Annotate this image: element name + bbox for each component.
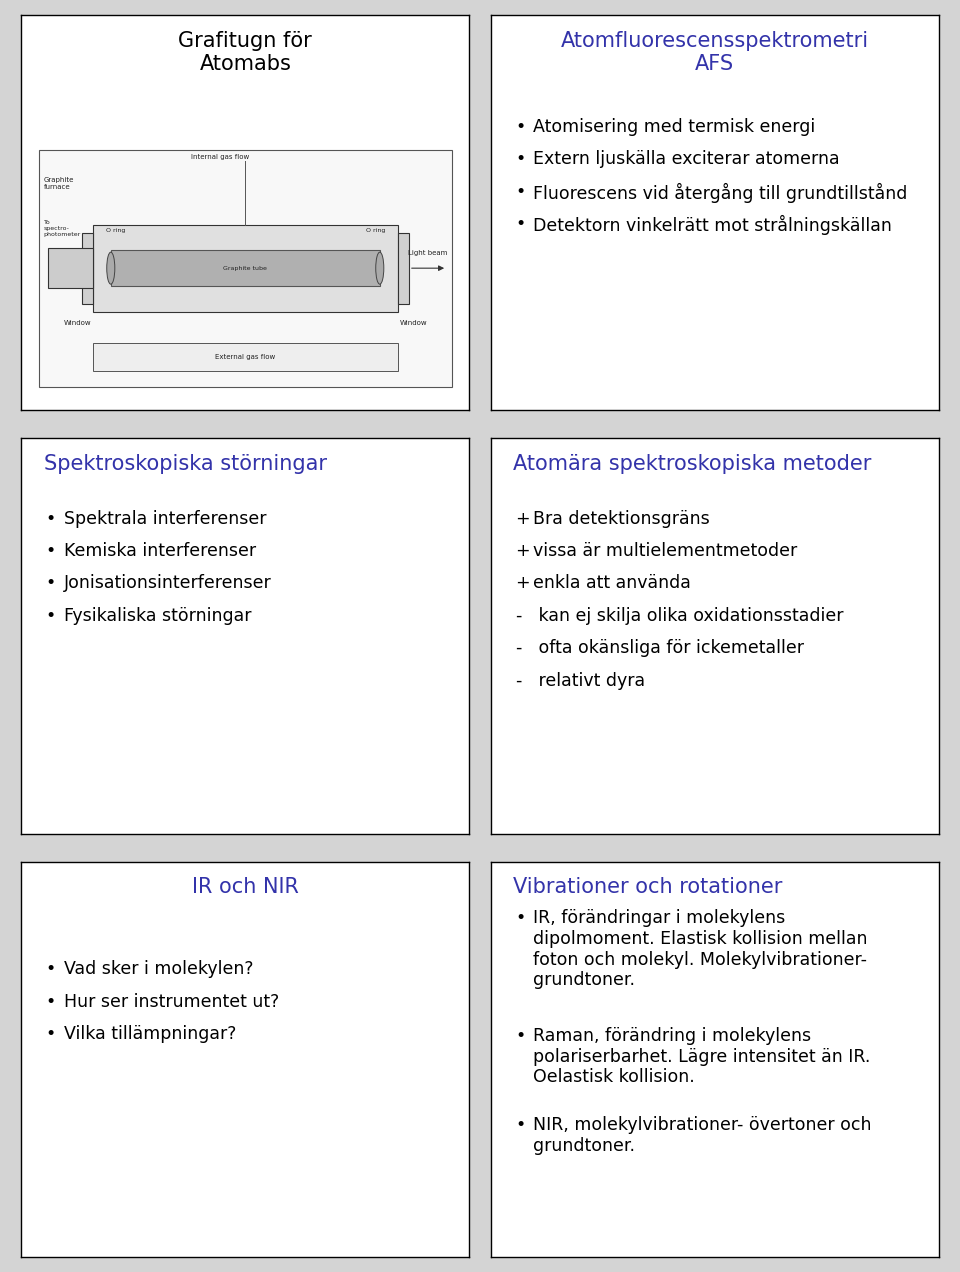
Text: •: •: [46, 960, 56, 978]
Text: +: +: [516, 510, 530, 528]
Text: Jonisationsinterferenser: Jonisationsinterferenser: [63, 575, 272, 593]
Text: Fluorescens vid återgång till grundtillstånd: Fluorescens vid återgång till grundtills…: [533, 183, 907, 204]
Bar: [397, 233, 409, 304]
Ellipse shape: [107, 252, 115, 284]
Text: Vad sker i molekylen?: Vad sker i molekylen?: [63, 960, 253, 978]
Text: Light beam: Light beam: [408, 251, 447, 257]
Text: •: •: [46, 575, 56, 593]
Text: Bra detektionsgräns: Bra detektionsgräns: [533, 510, 709, 528]
Text: •: •: [516, 909, 525, 927]
Text: Atomfluorescensspektrometri
AFS: Atomfluorescensspektrometri AFS: [561, 31, 869, 74]
Text: Spektroskopiska störningar: Spektroskopiska störningar: [43, 454, 326, 474]
Bar: [82, 233, 93, 304]
Text: IR och NIR: IR och NIR: [192, 878, 299, 897]
Text: relativt dyra: relativt dyra: [533, 672, 645, 689]
Text: Raman, förändring i molekylens
polariserbarhet. Lägre intensitet än IR.
Oelastis: Raman, förändring i molekylens polariser…: [533, 1027, 871, 1086]
Text: -: -: [516, 672, 521, 689]
Text: •: •: [46, 510, 56, 528]
Text: •: •: [516, 1116, 525, 1135]
Text: External gas flow: External gas flow: [215, 354, 276, 360]
Text: O ring: O ring: [106, 228, 125, 233]
Text: Grafitugn för
Atomabs: Grafitugn för Atomabs: [179, 31, 312, 74]
Text: Graphite
furnace: Graphite furnace: [43, 177, 74, 191]
Text: •: •: [516, 183, 525, 201]
Text: Vibrationer och rotationer: Vibrationer och rotationer: [513, 878, 782, 897]
Text: Vilka tillämpningar?: Vilka tillämpningar?: [63, 1025, 236, 1043]
Text: Fysikaliska störningar: Fysikaliska störningar: [63, 607, 252, 625]
Text: Internal gas flow: Internal gas flow: [191, 154, 250, 159]
Ellipse shape: [375, 252, 384, 284]
Text: +: +: [516, 542, 530, 560]
Text: •: •: [46, 1025, 56, 1043]
Text: •: •: [46, 992, 56, 1011]
Text: Window: Window: [63, 319, 91, 326]
Text: +: +: [516, 575, 530, 593]
Bar: [93, 225, 397, 312]
Text: enkla att använda: enkla att använda: [533, 575, 691, 593]
Text: Kemiska interferenser: Kemiska interferenser: [63, 542, 255, 560]
Text: IR, förändringar i molekylens
dipolmoment. Elastisk kollision mellan
foton och m: IR, förändringar i molekylens dipolmomen…: [533, 909, 868, 990]
Text: •: •: [516, 1027, 525, 1044]
Text: Hur ser instrumentet ut?: Hur ser instrumentet ut?: [63, 992, 279, 1011]
Text: -: -: [516, 607, 521, 625]
Text: Graphite tube: Graphite tube: [224, 266, 267, 271]
Bar: [48, 248, 93, 287]
Text: Extern ljuskälla exciterar atomerna: Extern ljuskälla exciterar atomerna: [533, 150, 840, 168]
Bar: [110, 251, 380, 286]
Text: •: •: [516, 118, 525, 136]
Text: Atomära spektroskopiska metoder: Atomära spektroskopiska metoder: [513, 454, 872, 474]
Text: vissa är multielementmetoder: vissa är multielementmetoder: [533, 542, 798, 560]
Bar: [93, 343, 397, 371]
Text: NIR, molekylvibrationer- övertoner och
grundtoner.: NIR, molekylvibrationer- övertoner och g…: [533, 1116, 872, 1155]
Text: To
spectro-
photometer: To spectro- photometer: [43, 220, 81, 237]
Text: kan ej skilja olika oxidationsstadier: kan ej skilja olika oxidationsstadier: [533, 607, 844, 625]
Text: •: •: [516, 215, 525, 233]
Text: Spektrala interferenser: Spektrala interferenser: [63, 510, 266, 528]
Text: Atomisering med termisk energi: Atomisering med termisk energi: [533, 118, 815, 136]
Bar: [39, 150, 451, 387]
Text: Detektorn vinkelrätt mot strålningskällan: Detektorn vinkelrätt mot strålningskälla…: [533, 215, 892, 235]
Text: •: •: [516, 150, 525, 168]
Text: •: •: [46, 542, 56, 560]
Text: -: -: [516, 639, 521, 658]
Text: ofta okänsliga för ickemetaller: ofta okänsliga för ickemetaller: [533, 639, 804, 658]
Text: O ring: O ring: [366, 228, 385, 233]
Text: Window: Window: [399, 319, 427, 326]
Text: •: •: [46, 607, 56, 625]
